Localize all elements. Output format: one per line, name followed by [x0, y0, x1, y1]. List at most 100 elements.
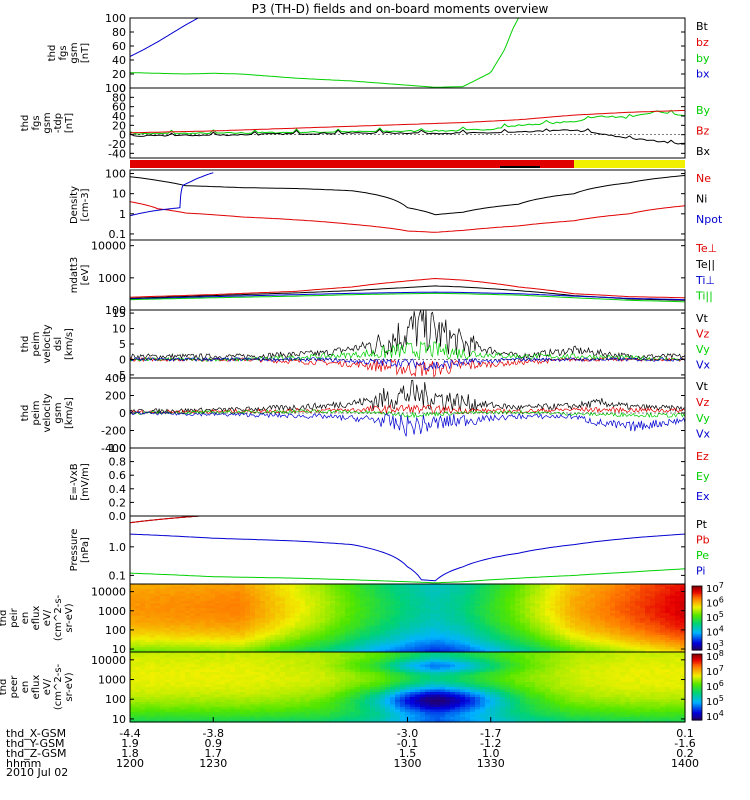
heatmap-cell — [175, 647, 181, 651]
heatmap-cell — [540, 625, 546, 629]
heatmap-cell — [340, 635, 346, 639]
heatmap-cell — [165, 596, 171, 600]
heatmap-cell — [285, 593, 291, 597]
heatmap-cell — [415, 649, 421, 653]
heatmap-cell — [235, 709, 241, 713]
heatmap-cell — [330, 639, 336, 643]
heatmap-cell — [625, 605, 631, 609]
heatmap-cell — [140, 649, 146, 653]
heatmap-cell — [225, 704, 231, 708]
heatmap-cell — [390, 649, 396, 653]
heatmap-cell — [365, 615, 371, 619]
heatmap-cell — [620, 584, 626, 588]
heatmap-cell — [350, 667, 356, 671]
heatmap-cell — [225, 598, 231, 602]
heatmap-cell — [400, 674, 406, 678]
heatmap-cell — [205, 707, 211, 711]
heatmap-cell — [180, 719, 186, 723]
heatmap-cell — [340, 615, 346, 619]
heatmap-cell — [215, 596, 221, 600]
heatmap-cell — [405, 692, 411, 696]
heatmap-cell — [450, 639, 456, 643]
heatmap-cell — [195, 697, 201, 701]
heatmap-cell — [465, 630, 471, 634]
heatmap-cell — [155, 652, 161, 656]
heatmap-cell — [265, 664, 271, 668]
heatmap-cell — [140, 620, 146, 624]
heatmap-cell — [255, 584, 261, 588]
heatmap-cell — [175, 588, 181, 592]
heatmap-cell — [400, 667, 406, 671]
heatmap-cell — [200, 669, 206, 673]
heatmap-cell — [140, 591, 146, 595]
heatmap-cell — [565, 622, 571, 626]
heatmap-cell — [200, 642, 206, 646]
heatmap-cell — [185, 603, 191, 607]
heatmap-cell — [380, 637, 386, 641]
heatmap-cell — [270, 702, 276, 706]
heatmap-cell — [305, 669, 311, 673]
heatmap-cell — [675, 596, 681, 600]
heatmap-cell — [210, 605, 216, 609]
heatmap-cell — [235, 712, 241, 716]
heatmap-cell — [285, 697, 291, 701]
heatmap-cell — [155, 672, 161, 676]
heatmap-cell — [590, 632, 596, 636]
y-tick-label: 10000 — [91, 240, 126, 253]
heatmap-cell — [610, 637, 616, 641]
heatmap-cell — [150, 649, 156, 653]
heatmap-cell — [660, 608, 666, 612]
heatmap-cell — [230, 601, 236, 605]
heatmap-cell — [300, 692, 306, 696]
heatmap-cell — [320, 627, 326, 631]
heatmap-cell — [190, 598, 196, 602]
heatmap-cell — [275, 709, 281, 713]
heatmap-cell — [175, 632, 181, 636]
heatmap-cell — [545, 596, 551, 600]
heatmap-cell — [140, 652, 146, 656]
heatmap-cell — [535, 627, 541, 631]
heatmap-cell — [390, 601, 396, 605]
heatmap-cell — [145, 588, 151, 592]
heatmap-cell — [385, 672, 391, 676]
heatmap-cell — [190, 712, 196, 716]
heatmap-cell — [230, 662, 236, 666]
heatmap-cell — [325, 601, 331, 605]
heatmap-cell — [135, 622, 141, 626]
heatmap-cell — [380, 702, 386, 706]
heatmap-cell — [205, 622, 211, 626]
heatmap-cell — [240, 719, 246, 723]
heatmap-cell — [280, 674, 286, 678]
heatmap-cell — [670, 596, 676, 600]
heatmap-cell — [310, 672, 316, 676]
heatmap-cell — [220, 622, 226, 626]
heatmap-cell — [225, 608, 231, 612]
heatmap-cell — [150, 657, 156, 661]
heatmap-cell — [175, 652, 181, 656]
heatmap-cell — [135, 637, 141, 641]
heatmap-cell — [270, 637, 276, 641]
heatmap-cell — [360, 702, 366, 706]
legend-entry: Ti|| — [695, 290, 713, 303]
heatmap-cell — [150, 637, 156, 641]
heatmap-cell — [215, 618, 221, 622]
heatmap-cell — [145, 699, 151, 703]
heatmap-cell — [190, 584, 196, 588]
heatmap-cell — [150, 719, 156, 723]
heatmap-cell — [495, 635, 501, 639]
heatmap-cell — [670, 593, 676, 597]
heatmap-cell — [315, 677, 321, 681]
heatmap-cell — [375, 669, 381, 673]
heatmap-cell — [320, 667, 326, 671]
y-tick-label: 40 — [112, 54, 126, 67]
heatmap-cell — [425, 632, 431, 636]
heatmap-cell — [560, 622, 566, 626]
heatmap-cell — [195, 709, 201, 713]
heatmap-cell — [430, 632, 436, 636]
heatmap-cell — [570, 649, 576, 653]
heatmap-cell — [155, 677, 161, 681]
heatmap-cell — [285, 672, 291, 676]
heatmap-cell — [160, 652, 166, 656]
heatmap-cell — [220, 644, 226, 648]
